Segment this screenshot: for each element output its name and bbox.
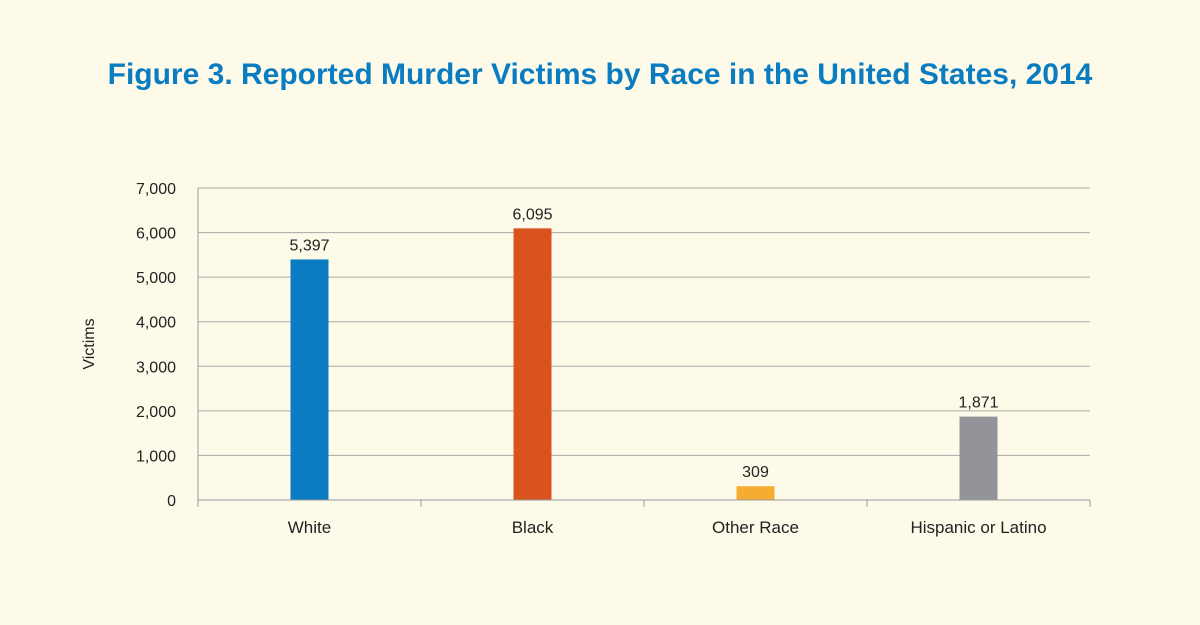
x-category-label: Other Race [712,518,799,537]
x-category-label: White [288,518,331,537]
y-axis-ticks: 0 1,000 2,000 3,000 4,000 5,000 6,000 7,000 [136,181,176,510]
y-tick-label: 7,000 [136,181,176,198]
data-labels: 5,397 6,095 309 1,871 [289,206,998,481]
data-label: 5,397 [289,237,329,254]
x-category-label: Hispanic or Latino [910,518,1046,537]
data-label: 1,871 [958,395,998,412]
bar-black [513,228,552,500]
bar-hispanic-or-latino [959,416,998,500]
bars [290,228,998,500]
x-axis: White Black Other Race Hispanic or Latino [197,188,1091,537]
x-category-label: Black [512,518,554,537]
y-tick-label: 0 [167,493,176,510]
y-tick-label: 5,000 [136,270,176,287]
y-axis-title: Victims [81,318,98,369]
y-tick-label: 3,000 [136,359,176,376]
y-tick-label: 4,000 [136,315,176,332]
y-tick-label: 2,000 [136,404,176,421]
y-tick-label: 1,000 [136,448,176,465]
bar-white [290,259,329,500]
y-tick-label: 6,000 [136,226,176,243]
bar-other-race [736,486,775,500]
data-label: 6,095 [512,206,552,223]
gridlines [198,187,1090,456]
data-label: 309 [742,464,769,481]
chart-title: Figure 3. Reported Murder Victims by Rac… [107,58,1093,91]
